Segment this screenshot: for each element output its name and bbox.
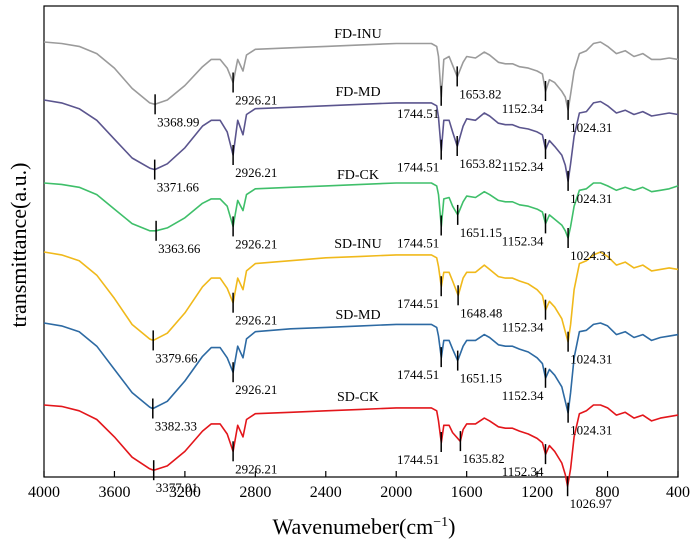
peak-label: 1024.31 [570, 120, 612, 135]
peak-label: 3379.66 [155, 350, 198, 365]
peak-label: 1635.82 [462, 451, 504, 466]
peak-label: 2926.21 [235, 93, 277, 108]
x-axis-title: Wavenumeber(cm−1) [273, 514, 456, 539]
series-label-fd-inu: FD-INU [334, 27, 381, 42]
series-label-sd-ck: SD-CK [337, 390, 379, 405]
series-line-sd-md [43, 322, 679, 414]
x-tick-label: 1200 [521, 484, 553, 501]
peak-label: 3382.33 [155, 419, 197, 434]
x-axis-title-superscript: −1 [433, 515, 448, 530]
peak-label: 1024.31 [570, 248, 612, 263]
peak-label: 1024.31 [570, 423, 612, 438]
peak-label: 1152.34 [502, 388, 544, 403]
peak-label: 1744.51 [397, 452, 439, 467]
y-axis-title: transmittance(a.u.) [6, 163, 31, 328]
peak-label: 3377.01 [156, 480, 198, 495]
x-tick-label: 3600 [98, 484, 130, 501]
peak-label: 1152.34 [502, 464, 544, 479]
peak-label: 2926.21 [235, 236, 277, 251]
x-tick-label: 1600 [451, 484, 483, 501]
peak-label: 3371.66 [157, 180, 200, 195]
peak-label: 1024.31 [570, 191, 612, 206]
peak-label: 1651.15 [460, 371, 502, 386]
x-tick-label: 2400 [310, 484, 342, 501]
series-label-fd-md: FD-MD [335, 85, 380, 100]
peak-label: 1744.51 [397, 236, 439, 251]
series-line-fd-md [43, 99, 679, 182]
x-axis-title-close: ) [448, 514, 455, 539]
peak-label: 1744.51 [397, 367, 439, 382]
peak-label: 1152.34 [502, 233, 544, 248]
x-axis-title-main: Wavenumeber(cm [273, 514, 434, 539]
peak-label: 1651.15 [460, 225, 502, 240]
series-label-fd-ck: FD-CK [337, 168, 379, 183]
x-tick-label: 2000 [380, 484, 412, 501]
peak-labels: 3368.992926.211744.511653.821152.341024.… [155, 86, 613, 511]
peak-markers [152, 66, 569, 497]
x-axis: 4000 3600 3200 2800 2400 2000 1600 1200 800 400 [28, 471, 690, 501]
x-tick-label: 3200 [169, 484, 201, 501]
series-labels: FD-INU FD-MD FD-CK SD-INU SD-MD SD-CK [334, 27, 381, 405]
peak-label: 1152.34 [502, 320, 544, 335]
peak-label: 1653.82 [459, 86, 501, 101]
peak-label: 1744.51 [397, 106, 439, 121]
series-curves [43, 41, 679, 488]
x-tick-label: 400 [666, 484, 690, 501]
series-label-sd-inu: SD-INU [334, 237, 381, 252]
peak-label: 1024.31 [570, 352, 612, 367]
peak-label: 2926.21 [235, 382, 277, 397]
peak-label: 1152.34 [502, 159, 544, 174]
plot-frame [43, 5, 679, 478]
series-line-sd-ck [43, 404, 679, 488]
peak-label: 1648.48 [460, 305, 502, 320]
series-line-fd-inu [43, 41, 679, 111]
peak-label: 1744.51 [397, 296, 439, 311]
peak-label: 1653.82 [459, 156, 501, 171]
peak-label: 3363.66 [158, 241, 201, 256]
x-tick-label: 800 [596, 484, 620, 501]
series-line-fd-ck [43, 182, 679, 239]
peak-label: 3368.99 [157, 114, 199, 129]
peak-label: 1152.34 [502, 101, 544, 116]
peak-label: 1026.97 [570, 496, 613, 511]
x-tick-label: 2800 [239, 484, 271, 501]
peak-label: 2926.21 [235, 313, 277, 328]
peak-label: 2926.21 [235, 461, 277, 476]
series-line-sd-inu [43, 251, 679, 343]
series-label-sd-md: SD-MD [335, 308, 380, 323]
peak-label: 1744.51 [397, 160, 439, 175]
x-tick-label: 4000 [28, 484, 60, 501]
peak-label: 2926.21 [235, 165, 277, 180]
